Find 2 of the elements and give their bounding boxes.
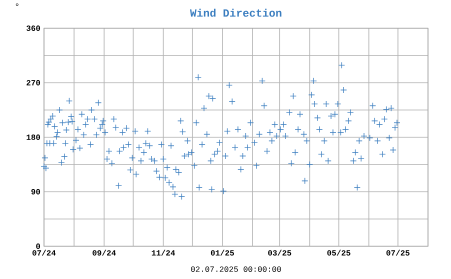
y-axis-title: ° bbox=[16, 3, 18, 6]
chart-title: Wind Direction bbox=[190, 8, 282, 17]
